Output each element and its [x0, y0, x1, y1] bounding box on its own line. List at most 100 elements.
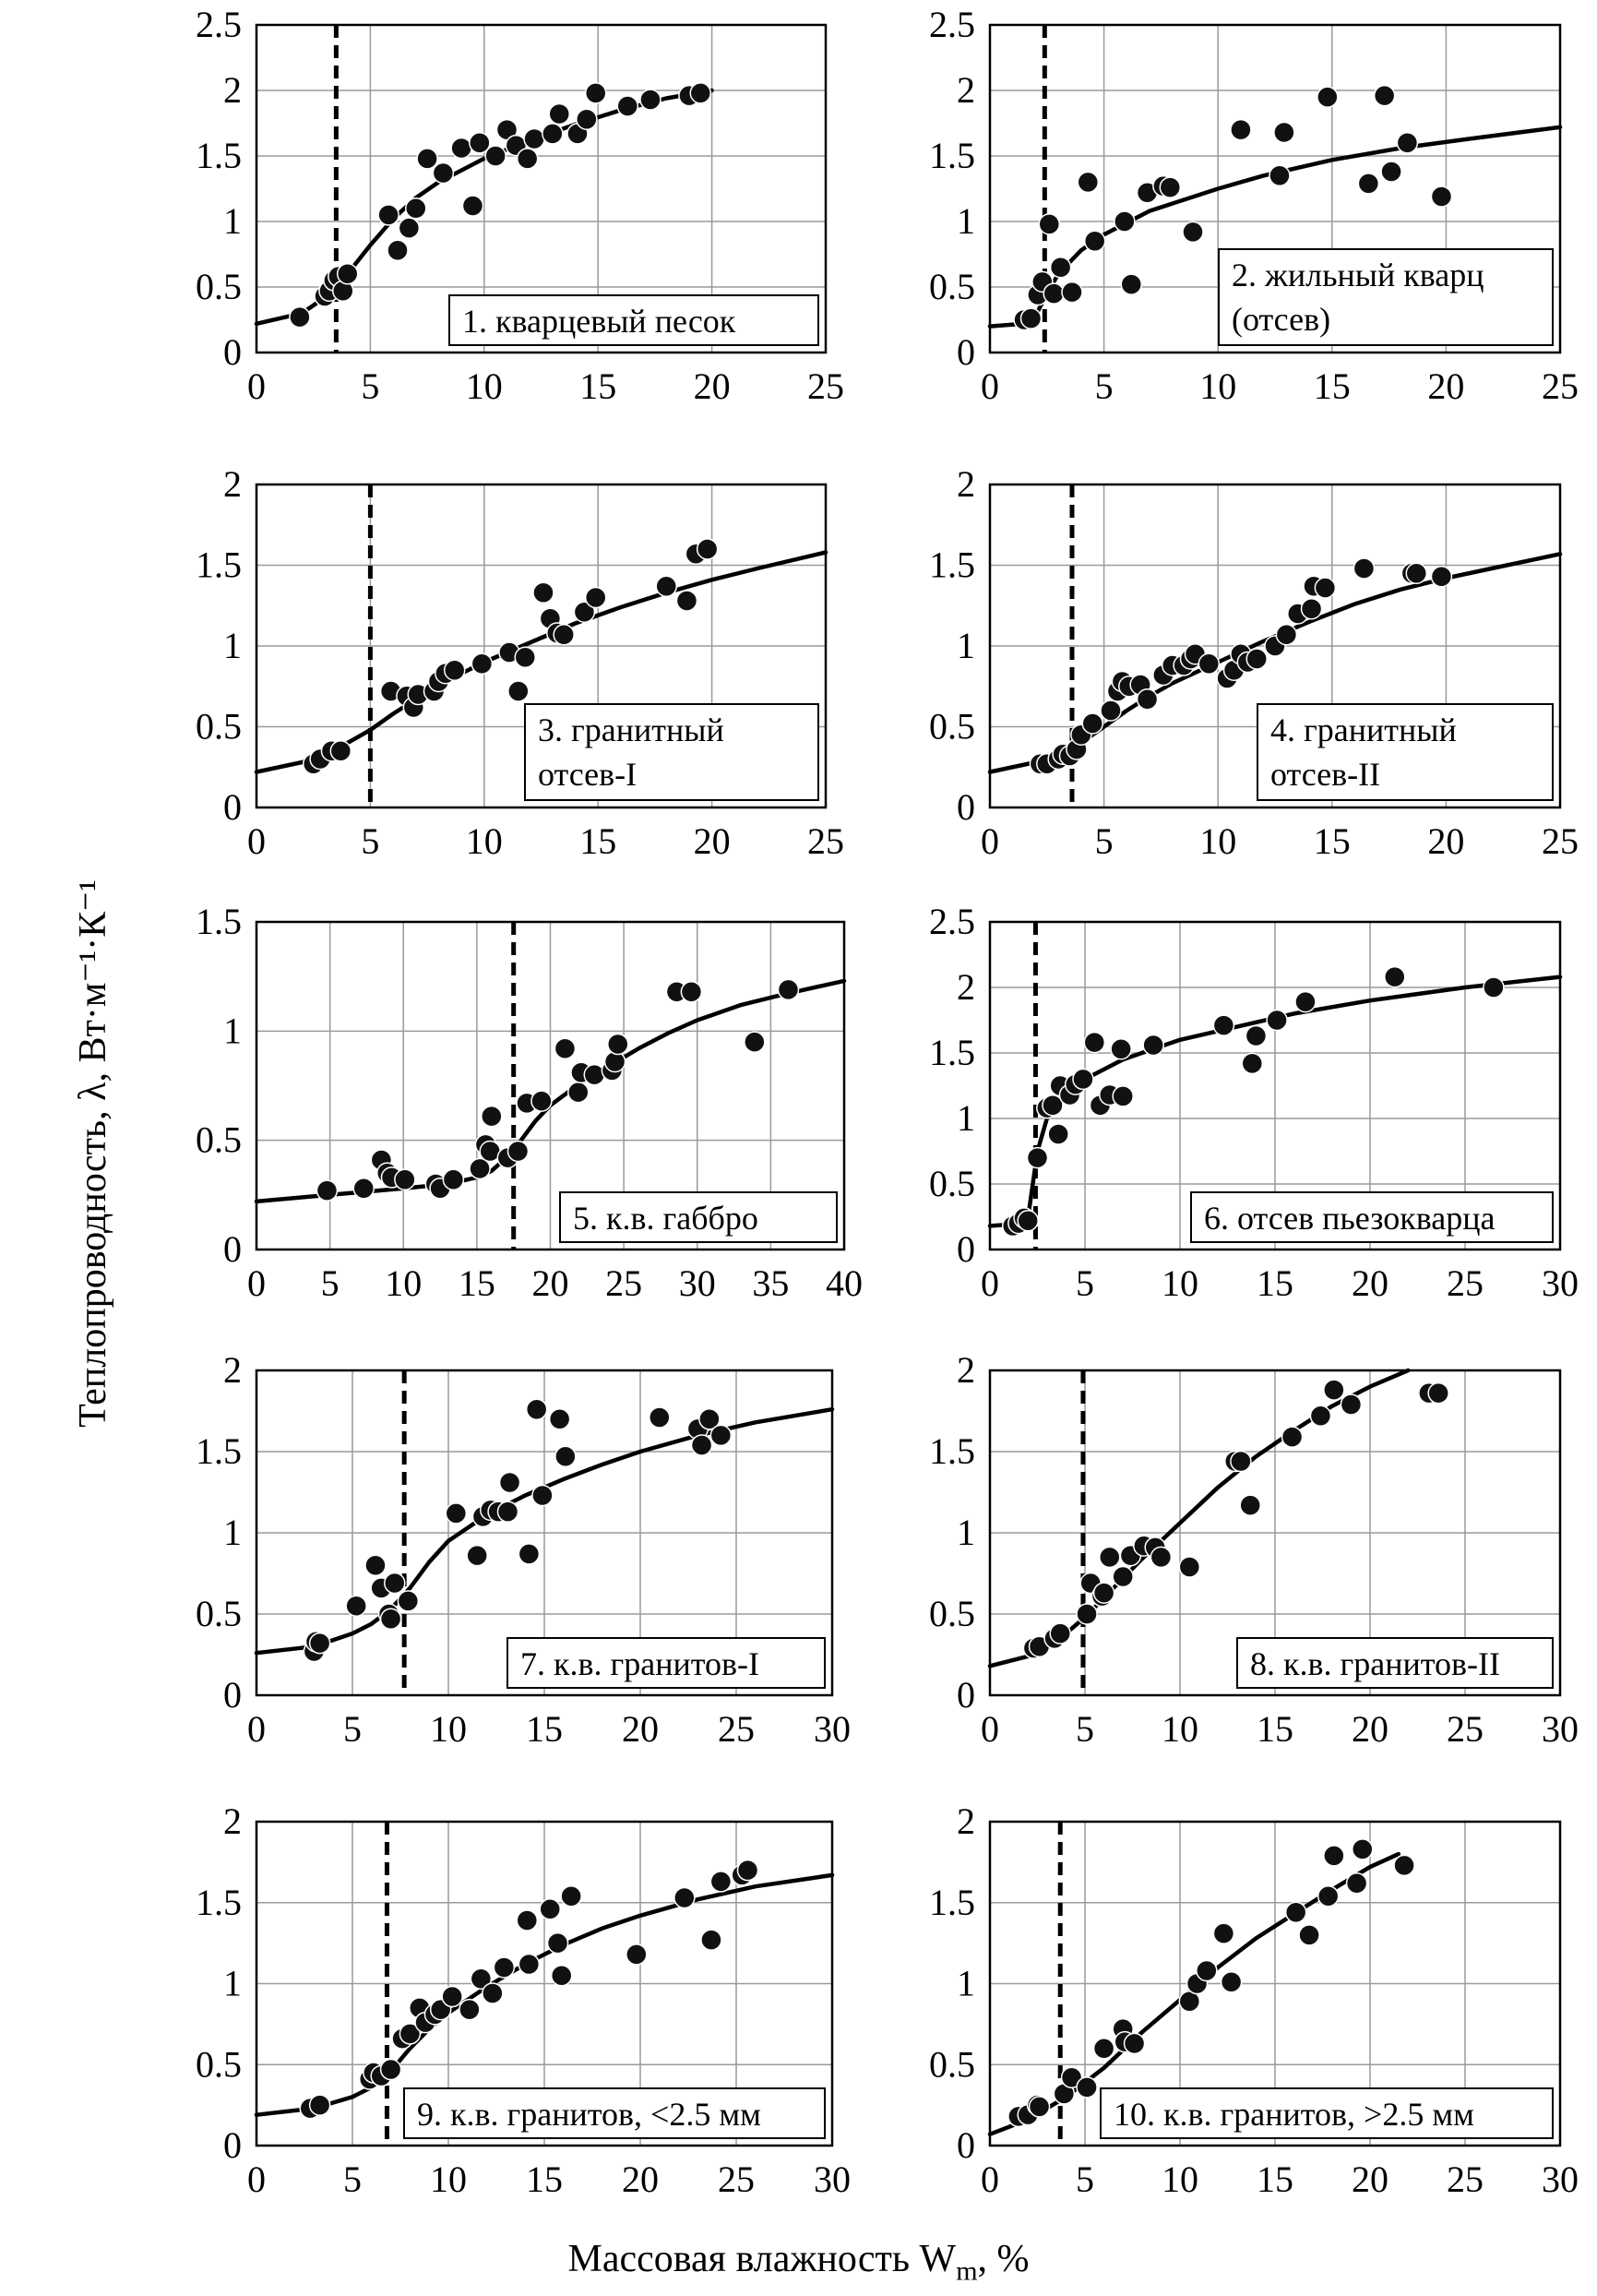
x-tick-label: 5: [361, 820, 379, 862]
data-point: [441, 1985, 463, 2008]
x-tick-label: 5: [1095, 820, 1114, 862]
x-tick-label: 5: [361, 365, 379, 407]
data-point: [1120, 273, 1143, 295]
data-point: [498, 1471, 521, 1494]
data-point: [1373, 84, 1396, 107]
x-tick-label: 15: [1314, 365, 1351, 407]
data-point: [329, 740, 352, 762]
x-tick-label: 0: [981, 365, 999, 407]
x-tick-label: 25: [1542, 820, 1579, 862]
data-point: [459, 1998, 481, 2021]
data-point: [696, 538, 719, 560]
data-point: [471, 652, 494, 675]
x-tick-label: 20: [622, 1708, 659, 1750]
chart-panel-2: 0 5 10 15 20 25 0 0.5 1 1.5 2 2.5 2. жильный кварц (о…: [929, 4, 1579, 407]
data-point: [1353, 557, 1376, 580]
plot-frame: [988, 483, 1562, 809]
y-tick-label: 1.5: [196, 901, 242, 942]
chart-title-box: 3. гранитный отсев-I: [524, 703, 819, 801]
data-point: [345, 1595, 367, 1617]
data-point: [1092, 2037, 1115, 2060]
data-point: [394, 1168, 416, 1191]
x-tick-label: 5: [1095, 365, 1114, 407]
data-point: [1047, 1123, 1069, 1145]
x-tick-label: 0: [247, 1262, 266, 1304]
data-point: [553, 624, 575, 646]
data-point: [442, 1168, 465, 1191]
data-point: [1112, 1085, 1134, 1107]
x-tick-label: 15: [579, 365, 616, 407]
chart-title-box: 2. жильный кварц (отсев): [1218, 248, 1554, 346]
data-point: [1245, 648, 1268, 670]
data-point: [1182, 221, 1204, 244]
chart-panel-6: 0 5 10 15 20 25 30 0 0.5 1 1.5 2 2.5 6. отсев пьезокв…: [929, 901, 1579, 1304]
chart-title: 5. к.в. габбро: [573, 1200, 758, 1237]
y-tick-label: 0: [957, 1674, 975, 1716]
data-point: [1112, 1565, 1134, 1588]
x-tick-label: 10: [385, 1262, 422, 1304]
data-point: [1317, 1884, 1340, 1907]
data-point: [1150, 1546, 1173, 1569]
x-tick-label: 0: [981, 2158, 999, 2200]
chart-title: 2. жильный кварц: [1232, 257, 1484, 293]
data-point: [1114, 210, 1136, 233]
data-point: [1323, 1379, 1345, 1401]
data-point: [567, 1081, 590, 1104]
x-tick-label: 10: [1162, 2158, 1198, 2200]
data-point: [469, 1157, 491, 1180]
data-point: [639, 89, 661, 111]
data-point: [1060, 2066, 1083, 2089]
data-point: [1092, 1582, 1115, 1604]
x-tick-label: 0: [247, 820, 266, 862]
chart-panel-9: 0 5 10 15 20 25 30 0 0.5 1 1.5 2 9. к.в. гранитов, <…: [196, 1800, 851, 2200]
plot-frame: [988, 1820, 1562, 2147]
y-tick-label: 1.5: [196, 544, 242, 586]
chart-title-line2: отсев-I: [538, 756, 637, 793]
y-tick-label: 0.5: [196, 1119, 242, 1161]
data-point: [481, 1105, 503, 1128]
x-tick-label: 10: [430, 2158, 467, 2200]
title-box-frame: [507, 1637, 826, 1689]
x-tick-label: 0: [247, 2158, 266, 2200]
data-point: [1043, 282, 1065, 305]
x-tick-label: 20: [1427, 365, 1464, 407]
x-axis-title-subscript: m: [956, 2255, 978, 2287]
y-tick-label: 1: [223, 1010, 242, 1051]
data-point: [379, 1608, 402, 1631]
y-tick-label: 1.5: [929, 1430, 975, 1472]
y-tick-label: 0.5: [196, 266, 242, 307]
data-point: [1230, 118, 1252, 141]
y-tick-label: 0: [223, 2124, 242, 2166]
data-point: [1076, 2076, 1098, 2099]
x-tick-label: 20: [622, 2158, 659, 2200]
data-point: [689, 82, 712, 104]
chart-title-box: 9. к.в. гранитов, <2.5 мм: [403, 2087, 826, 2139]
x-tick-label: 30: [814, 1708, 851, 1750]
x-tick-label: 5: [343, 2158, 362, 2200]
y-tick-label: 0.5: [196, 1593, 242, 1634]
y-tick-label: 2: [957, 966, 975, 1008]
x-tick-label: 5: [321, 1262, 340, 1304]
data-point: [450, 137, 472, 160]
plot-frame: [988, 1369, 1562, 1697]
data-point: [1212, 1014, 1235, 1036]
x-tick-label: 20: [532, 1262, 569, 1304]
y-tick-label: 2: [223, 69, 242, 111]
chart-title: 9. к.в. гранитов, <2.5 мм: [417, 2096, 761, 2133]
data-point: [466, 1544, 488, 1567]
data-point: [1483, 976, 1505, 999]
data-point: [1110, 1037, 1132, 1060]
plot-frame: [255, 920, 846, 1251]
x-tick-label: 30: [1542, 2158, 1579, 2200]
x-tick-label: 25: [1447, 1708, 1484, 1750]
y-tick-label: 1: [223, 625, 242, 666]
data-point: [1380, 161, 1402, 183]
data-point: [573, 601, 596, 623]
data-point: [1323, 1845, 1345, 1867]
y-tick-label: 0: [223, 786, 242, 828]
x-tick-label: 15: [1257, 1708, 1293, 1750]
chart-title: 7. к.в. гранитов-I: [520, 1645, 759, 1682]
data-point: [516, 1909, 539, 1931]
title-box-frame: [524, 703, 819, 801]
